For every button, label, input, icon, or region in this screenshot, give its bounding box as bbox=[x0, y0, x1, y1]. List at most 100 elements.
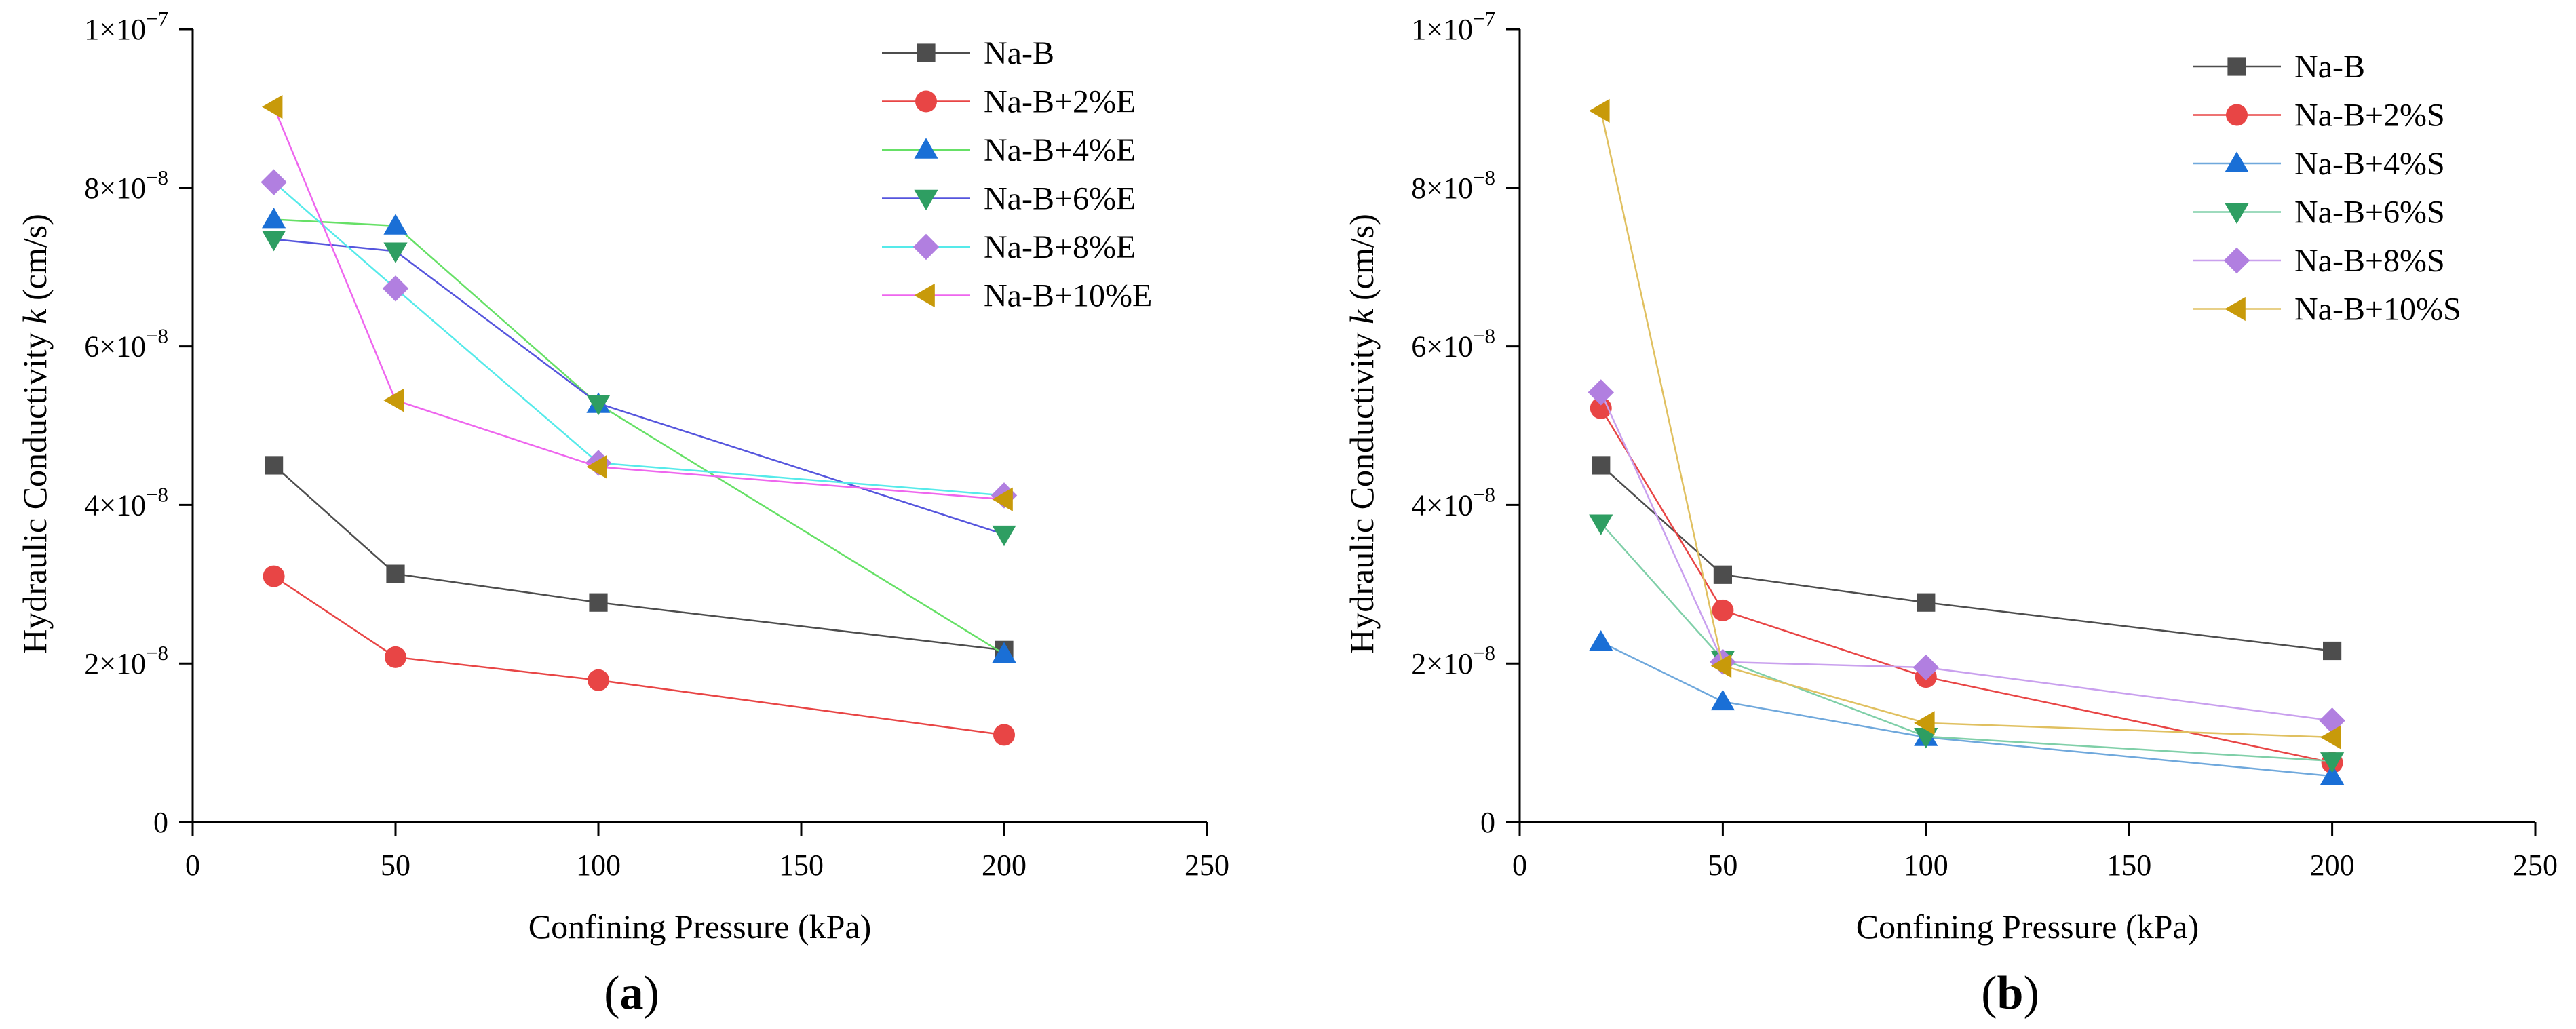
data-point bbox=[586, 454, 607, 479]
data-point bbox=[386, 564, 405, 583]
series-line bbox=[1600, 391, 2332, 722]
y-axis-title: Hydraulic Conductivity k (cm/s) bbox=[16, 214, 54, 653]
legend-marker bbox=[2227, 57, 2246, 76]
legend-marker bbox=[912, 233, 940, 260]
x-tick-label: 150 bbox=[779, 849, 824, 882]
data-point bbox=[383, 242, 408, 263]
y-tick-label: 1×10−7 bbox=[1411, 7, 1495, 46]
series-na-b-10-s bbox=[1589, 98, 2341, 750]
x-tick-label: 50 bbox=[1708, 849, 1737, 882]
y-tick-label: 4×10−8 bbox=[1411, 482, 1495, 522]
data-point bbox=[2319, 707, 2345, 734]
x-tick-label: 200 bbox=[2310, 849, 2355, 882]
data-point bbox=[2320, 725, 2341, 750]
series-line bbox=[1600, 641, 2332, 777]
x-tick-label: 250 bbox=[2513, 849, 2558, 882]
legend-label: Na-B+4%E bbox=[984, 132, 1136, 168]
legend-entry: Na-B+4%E bbox=[882, 132, 1136, 168]
legend-marker bbox=[917, 43, 936, 62]
data-point bbox=[992, 642, 1016, 663]
x-tick-label: 250 bbox=[1185, 849, 1229, 882]
data-point bbox=[2320, 752, 2345, 773]
legend-marker bbox=[914, 283, 935, 308]
data-point bbox=[589, 593, 608, 612]
x-tick-label: 0 bbox=[1512, 849, 1527, 882]
panel-label: (b) bbox=[1981, 967, 2039, 1020]
data-point bbox=[262, 230, 286, 252]
data-point bbox=[1589, 514, 1613, 535]
y-tick-label: 6×10−8 bbox=[1411, 324, 1495, 364]
data-point bbox=[2323, 641, 2342, 661]
legend-label: Na-B bbox=[984, 35, 1054, 71]
data-point bbox=[1712, 599, 1734, 621]
chart-panel-b: 0 50 100 150 200 250 0 2×10−8 4×10−8 6×10−8 8×10−8… bbox=[1343, 7, 2558, 1020]
legend-entry: Na-B+10%E bbox=[882, 278, 1152, 314]
legend-entry: Na-B+8%S bbox=[2193, 243, 2445, 279]
legend-entry: Na-B+8%E bbox=[882, 229, 1136, 265]
y-tick-label: 6×10−8 bbox=[84, 324, 168, 364]
data-point bbox=[992, 487, 1013, 511]
legend-entry: Na-B+6%S bbox=[2193, 195, 2445, 231]
legend-label: Na-B+6%S bbox=[2294, 195, 2445, 231]
data-point bbox=[382, 275, 409, 302]
series-line bbox=[273, 181, 1005, 497]
data-point bbox=[1912, 654, 1939, 681]
legend-marker bbox=[2226, 104, 2248, 126]
data-point bbox=[1917, 593, 1936, 612]
legend-marker bbox=[915, 90, 937, 113]
legend-entry: Na-B+2%E bbox=[882, 84, 1136, 120]
data-point bbox=[262, 207, 286, 229]
legend-marker bbox=[2223, 247, 2250, 274]
x-axis-title: Confining Pressure (kPa) bbox=[1856, 908, 2199, 946]
legend-label: Na-B+10%S bbox=[2294, 292, 2461, 328]
x-tick-label: 100 bbox=[1904, 849, 1948, 882]
x-axis-title: Confining Pressure (kPa) bbox=[528, 908, 872, 946]
x-tick-label: 200 bbox=[982, 849, 1026, 882]
legend-entry: Na-B+10%S bbox=[2193, 292, 2461, 328]
legend-label: Na-B+2%E bbox=[984, 84, 1136, 120]
legend-label: Na-B bbox=[2294, 49, 2365, 85]
data-point bbox=[588, 669, 609, 691]
legend-marker bbox=[2225, 203, 2249, 225]
legend-marker bbox=[914, 138, 938, 159]
legend-label: Na-B+8%S bbox=[2294, 243, 2445, 279]
data-point bbox=[383, 214, 408, 235]
data-point bbox=[2320, 764, 2345, 785]
data-point bbox=[1592, 456, 1611, 475]
legend-entry: Na-B+6%E bbox=[882, 181, 1136, 217]
data-point bbox=[1914, 711, 1935, 735]
y-tick-label: 8×10−8 bbox=[1411, 166, 1495, 205]
chart-panel-a: 0 50 100 150 200 250 0 2×10−8 4×10−8 6×10−8 8×10−8… bbox=[16, 7, 1229, 1020]
data-point bbox=[1588, 379, 1614, 406]
data-point bbox=[1713, 565, 1732, 584]
series-line bbox=[1600, 465, 2332, 652]
x-tick-label: 150 bbox=[2107, 849, 2151, 882]
legend-marker bbox=[2225, 296, 2246, 322]
data-point bbox=[265, 456, 284, 475]
data-point bbox=[586, 394, 611, 416]
series-na-b-2-e bbox=[263, 565, 1015, 746]
y-tick-label: 2×10−8 bbox=[1411, 641, 1495, 680]
x-tick-label: 0 bbox=[185, 849, 200, 882]
legend-label: Na-B+2%S bbox=[2294, 98, 2445, 134]
legend-label: Na-B+4%S bbox=[2294, 146, 2445, 182]
data-point bbox=[263, 565, 285, 587]
series-line bbox=[1600, 408, 2332, 764]
legend-entry: Na-B bbox=[2193, 49, 2365, 85]
series-line bbox=[273, 106, 1005, 501]
series-line bbox=[273, 465, 1005, 651]
series-line bbox=[273, 238, 1005, 535]
data-point bbox=[262, 94, 283, 119]
data-point bbox=[1589, 630, 1613, 651]
legend-entry: Na-B+4%S bbox=[2193, 146, 2445, 182]
data-point bbox=[383, 388, 404, 412]
series-na-b bbox=[1592, 456, 2342, 661]
data-point bbox=[261, 169, 287, 195]
series-line bbox=[1600, 522, 2332, 762]
series-line bbox=[273, 575, 1005, 736]
series-line bbox=[1600, 111, 2332, 739]
legend-label: Na-B+10%E bbox=[984, 278, 1152, 314]
legend-label: Na-B+6%E bbox=[984, 181, 1136, 217]
y-tick-label: 0 bbox=[153, 806, 168, 839]
